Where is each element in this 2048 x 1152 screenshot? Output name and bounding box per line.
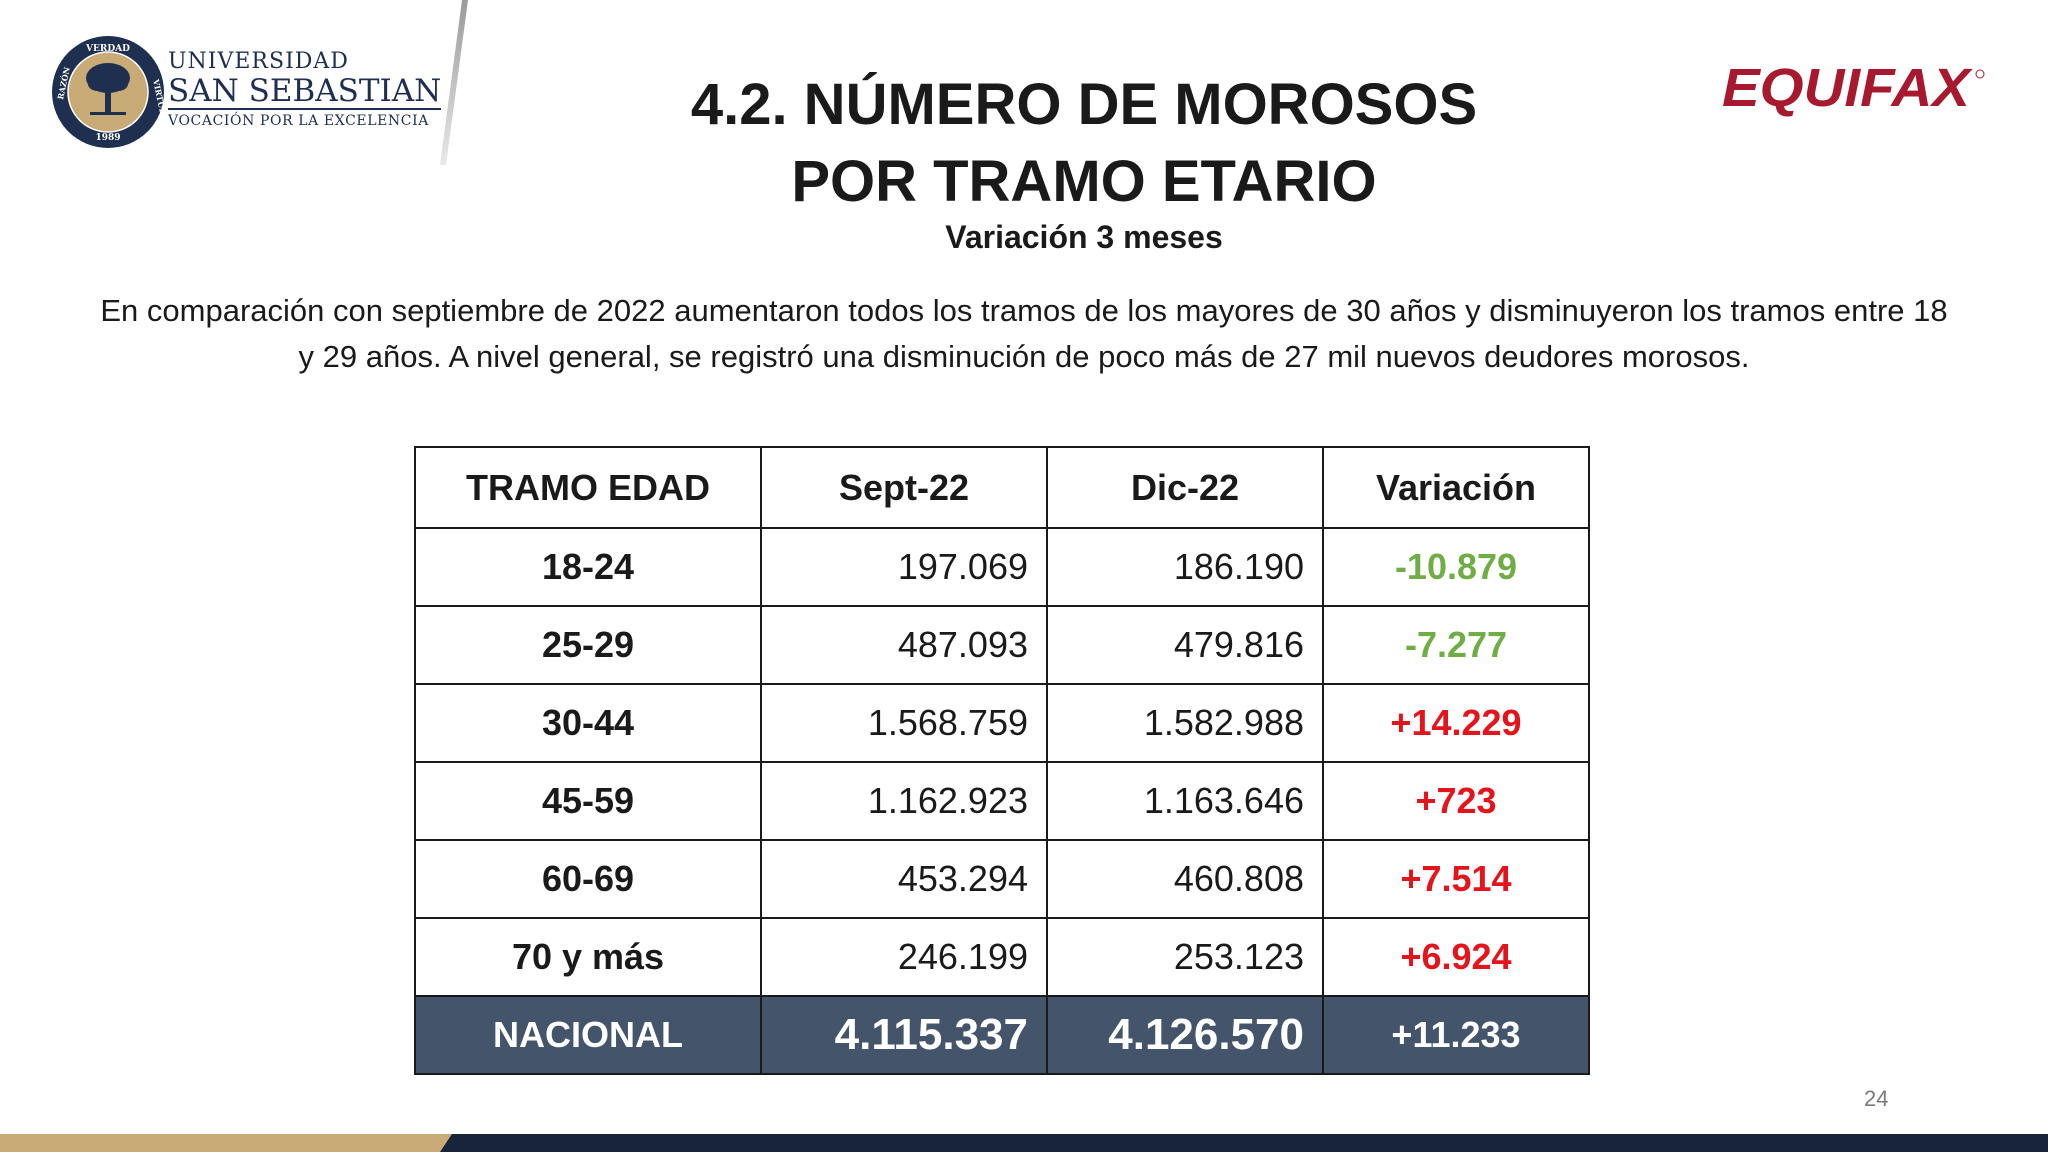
svg-text:EQUIFAX: EQUIFAX (1722, 58, 1973, 118)
cell-variacion: -7.277 (1322, 605, 1590, 685)
cell-variacion-total: +11.233 (1322, 995, 1590, 1075)
cell-dic: 253.123 (1046, 917, 1324, 997)
cell-variacion: -10.879 (1322, 527, 1590, 607)
table-row: 25-29 487.093 479.816 -7.277 (414, 605, 1590, 685)
cell-tramo: 70 y más (414, 917, 762, 997)
page-title-line1: 4.2. NÚMERO DE MOROSOS (690, 72, 1478, 137)
footer-bar-gold (0, 1134, 460, 1152)
decorative-slash (440, 0, 468, 165)
table-row: 45-59 1.162.923 1.163.646 +723 (414, 761, 1590, 841)
cell-dic: 186.190 (1046, 527, 1324, 607)
header-variacion: Variación (1322, 446, 1590, 529)
cell-sept: 1.162.923 (760, 761, 1048, 841)
cell-dic: 460.808 (1046, 839, 1324, 919)
cell-sept: 246.199 (760, 917, 1048, 997)
cell-sept: 453.294 (760, 839, 1048, 919)
cell-tramo: 45-59 (414, 761, 762, 841)
university-seal-icon: VERDAD RAZÓN VIRTUD 1989 (52, 36, 166, 148)
cell-variacion: +723 (1322, 761, 1590, 841)
table-row: 30-44 1.568.759 1.582.988 +14.229 (414, 683, 1590, 763)
morosos-table: TRAMO EDAD Sept-22 Dic-22 Variación 18-2… (414, 446, 1590, 1075)
cell-dic: 1.163.646 (1046, 761, 1324, 841)
cell-sept: 1.568.759 (760, 683, 1048, 763)
cell-dic: 479.816 (1046, 605, 1324, 685)
page-title: 4.2. NÚMERO DE MOROSOS POR TRAMO ETARIO (0, 66, 2048, 220)
university-name-line1: UNIVERSIDAD (168, 49, 349, 74)
table-row: 70 y más 246.199 253.123 +6.924 (414, 917, 1590, 997)
cell-variacion: +7.514 (1322, 839, 1590, 919)
cell-dic: 1.582.988 (1046, 683, 1324, 763)
cell-tramo: 60-69 (414, 839, 762, 919)
cell-tramo: 30-44 (414, 683, 762, 763)
university-name-line2: SAN SEBASTIAN (168, 73, 442, 110)
svg-text:1989: 1989 (95, 133, 120, 143)
university-logo: VERDAD RAZÓN VIRTUD 1989 UNIVERSIDAD SAN… (50, 30, 442, 150)
cell-tramo-total: NACIONAL (414, 995, 762, 1075)
equifax-logo: EQUIFAX (1722, 58, 1985, 118)
header-dic-22: Dic-22 (1046, 446, 1324, 529)
table-total-row: NACIONAL 4.115.337 4.126.570 +11.233 (414, 995, 1590, 1075)
cell-variacion: +14.229 (1322, 683, 1590, 763)
header-tramo-edad: TRAMO EDAD (414, 446, 762, 529)
page-number: 24 (1864, 1086, 1889, 1111)
cell-dic-total: 4.126.570 (1046, 995, 1324, 1075)
table-row: 60-69 453.294 460.808 +7.514 (414, 839, 1590, 919)
table-row: 18-24 197.069 186.190 -10.879 (414, 527, 1590, 607)
svg-text:VERDAD: VERDAD (85, 44, 130, 54)
university-name: UNIVERSIDAD SAN SEBASTIAN VOCACIÓN POR L… (168, 49, 442, 132)
footer-bar-navy (440, 1134, 2048, 1152)
cell-sept: 487.093 (760, 605, 1048, 685)
page-subtitle: Variación 3 meses (945, 219, 1223, 255)
cell-sept-total: 4.115.337 (760, 995, 1048, 1075)
university-motto: VOCACIÓN POR LA EXCELENCIA (168, 113, 429, 129)
page-title-line2: POR TRAMO ETARIO (791, 149, 1377, 214)
cell-sept: 197.069 (760, 527, 1048, 607)
cell-tramo: 18-24 (414, 527, 762, 607)
description-paragraph: En comparación con septiembre de 2022 au… (100, 293, 1948, 374)
table-header-row: TRAMO EDAD Sept-22 Dic-22 Variación (414, 446, 1590, 529)
header-sept-22: Sept-22 (760, 446, 1048, 529)
cell-tramo: 25-29 (414, 605, 762, 685)
cell-variacion: +6.924 (1322, 917, 1590, 997)
